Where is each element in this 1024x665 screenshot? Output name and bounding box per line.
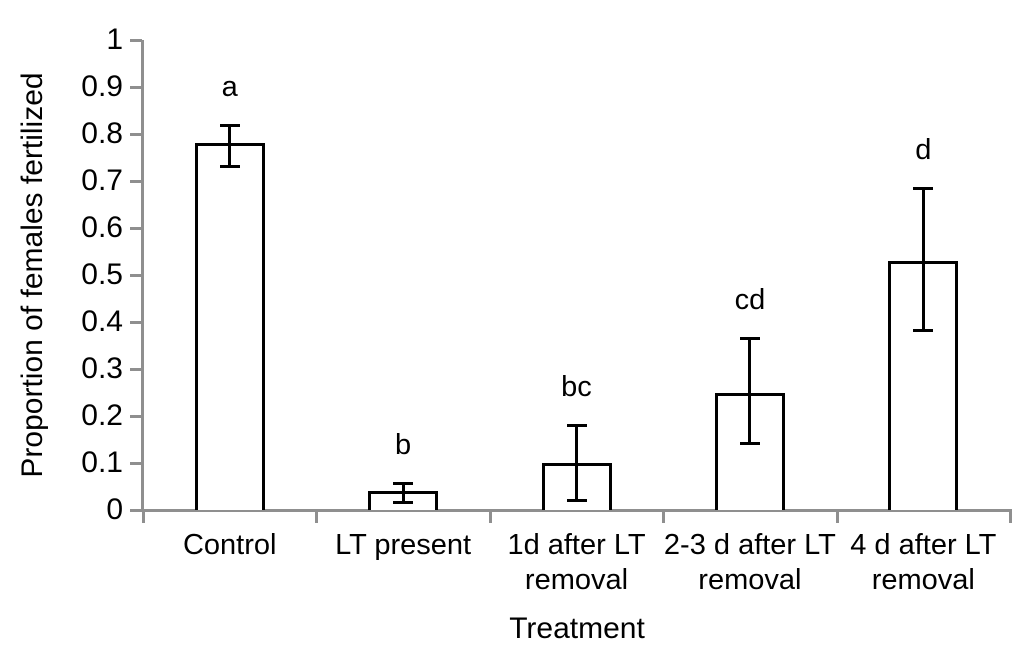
x-category-label: 4 d after LT removal xyxy=(850,529,997,596)
error-cap-bottom xyxy=(219,164,240,168)
y-tick xyxy=(130,321,142,324)
error-cap-top xyxy=(739,337,760,341)
y-tick-label: 0.6 xyxy=(81,211,123,244)
x-tick xyxy=(835,512,839,523)
y-tick-label: 1 xyxy=(106,23,123,56)
x-tick xyxy=(315,512,319,523)
x-category-label: Control xyxy=(182,529,277,561)
x-tick xyxy=(662,512,666,523)
x-axis-line xyxy=(141,509,1012,512)
sig-letter: a xyxy=(221,70,238,103)
error-cap-bottom xyxy=(566,498,587,502)
y-tick xyxy=(130,415,142,418)
sig-letter: cd xyxy=(734,284,766,317)
error-cap-bottom xyxy=(393,500,414,504)
y-tick xyxy=(130,227,142,230)
x-tick xyxy=(488,512,492,523)
y-tick-label: 0.1 xyxy=(81,446,123,479)
error-cap-top xyxy=(219,123,240,127)
x-axis-title: Treatment xyxy=(509,612,645,645)
error-cap-bottom xyxy=(913,329,934,333)
error-bar xyxy=(921,188,925,332)
y-tick xyxy=(130,462,142,465)
error-bar xyxy=(575,425,578,501)
x-category-label: LT present xyxy=(335,529,472,561)
y-tick xyxy=(130,39,142,42)
y-tick xyxy=(130,180,142,183)
x-tick xyxy=(142,512,145,523)
error-bar xyxy=(228,124,232,167)
y-tick-label: 0 xyxy=(106,493,123,526)
error-cap-top xyxy=(393,482,414,486)
y-tick-label: 0.3 xyxy=(81,352,123,385)
y-tick xyxy=(130,274,142,277)
y-tick-label: 0.8 xyxy=(81,117,123,150)
sig-letter: b xyxy=(395,429,412,462)
y-tick-label: 0.9 xyxy=(81,70,123,103)
x-tick xyxy=(1009,512,1012,523)
y-tick-label: 0.5 xyxy=(81,258,123,291)
error-cap-top xyxy=(913,187,934,191)
y-tick xyxy=(130,368,142,371)
y-tick-label: 0.4 xyxy=(81,305,123,338)
sig-letter: bc xyxy=(561,371,592,404)
y-tick-label: 0.2 xyxy=(81,399,123,432)
y-tick xyxy=(130,509,142,512)
sig-letter: d xyxy=(915,134,932,167)
error-bar xyxy=(748,338,752,445)
x-category-label: 1d after LT removal xyxy=(507,529,646,596)
y-tick xyxy=(130,86,142,89)
bar xyxy=(194,143,265,510)
error-cap-top xyxy=(566,424,587,428)
y-tick-label: 0.7 xyxy=(81,164,123,197)
error-cap-bottom xyxy=(739,442,760,446)
error-bar xyxy=(401,483,405,503)
x-category-label: 2-3 d after LT removal xyxy=(663,529,836,596)
y-tick xyxy=(130,133,142,136)
y-axis-line xyxy=(141,40,144,512)
